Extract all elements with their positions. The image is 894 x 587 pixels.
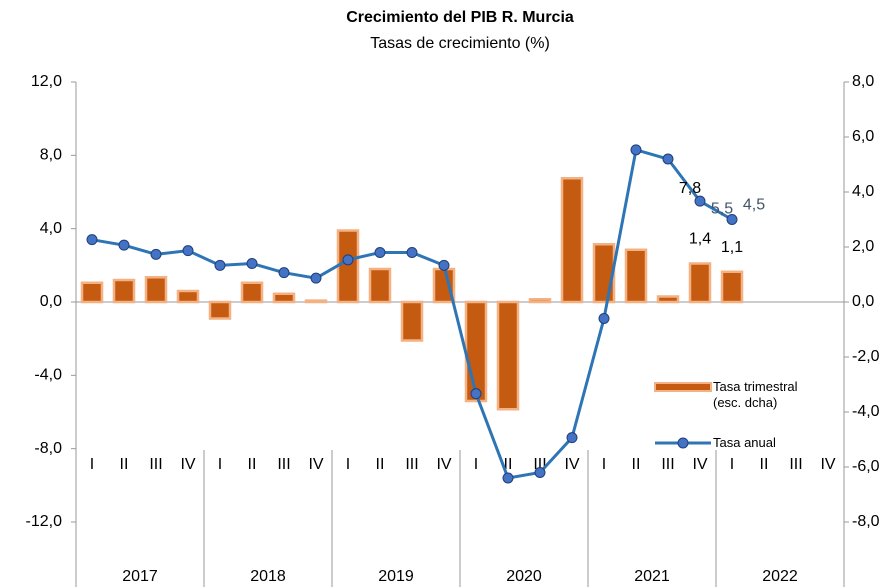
line-marker [662,153,674,165]
y-tick-label: 12,0 [31,73,62,90]
y2-tick-label: 0,0 [852,293,874,310]
bar [304,299,328,304]
line-marker [86,234,98,246]
x-tick-label: II [504,456,513,473]
line-marker [598,313,610,324]
x-tick-label: IV [308,456,323,473]
bar-value-label: 1,1 [721,239,743,256]
line-marker [118,239,130,251]
y2-tick-label: 2,0 [852,238,874,255]
line-marker [694,195,706,207]
bar [368,267,392,304]
x-tick-label: II [632,456,641,473]
x-tick-label: I [474,456,478,473]
y2-tick-label: -2,0 [852,348,880,365]
x-tick-label: I [90,456,94,473]
x-tick-label: III [789,456,802,473]
x-tick-label: III [277,456,290,473]
y2-tick-label: 6,0 [852,128,874,145]
y-tick-label: 0,0 [40,293,62,310]
bar [144,276,168,304]
x-tick-label: I [602,456,606,473]
year-label: 2018 [250,568,286,585]
y2-tick-label: -4,0 [852,403,880,420]
line-marker [150,248,162,260]
chart-title: Crecimiento del PIB R. Murcia [346,9,574,26]
bar [656,295,680,304]
year-label: 2021 [634,568,670,585]
bar [208,300,232,320]
x-tick-label: I [346,456,350,473]
x-tick-label: III [661,456,674,473]
line-marker [502,472,514,484]
line-marker [182,245,194,257]
line-marker [566,432,578,444]
line-marker [534,467,546,478]
bar [496,300,520,411]
line-marker [310,272,322,284]
line-marker [278,267,290,279]
x-tick-label: III [405,456,418,473]
line-marker [630,144,642,156]
x-tick-label: I [730,456,734,473]
y-tick-label: -4,0 [34,367,62,384]
bar [560,177,584,304]
chart-subtitle: Tasas de crecimiento (%) [370,35,550,52]
x-tick-label: II [376,456,385,473]
line-marker [726,214,738,225]
x-tick-label: IV [820,456,835,473]
bar [272,292,296,304]
line-marker [246,258,258,269]
legend-swatch [654,382,712,392]
line-marker [374,247,386,258]
bar [112,278,136,304]
bar [720,270,744,304]
year-label: 2017 [122,568,158,585]
x-tick-label: IV [180,456,195,473]
x-tick-label: II [120,456,129,473]
line-marker [438,259,450,271]
line-value-label: 4,5 [743,197,765,214]
x-tick-label: II [760,456,769,473]
y-tick-label: 4,0 [40,220,62,237]
line-marker [470,388,482,400]
year-label: 2019 [378,568,414,585]
bar [464,300,488,403]
x-tick-label: IV [692,456,707,473]
x-tick-label: IV [436,456,451,473]
line-marker [214,259,226,271]
year-label: 2022 [762,568,798,585]
y2-tick-label: -8,0 [852,513,880,530]
legend-label: Tasa anual [713,435,776,450]
bar [336,229,360,304]
bar [624,248,648,304]
bar [688,262,712,304]
legend-label: Tasa trimestral (esc. dcha) [713,379,798,410]
line-marker [342,254,354,266]
bar [80,281,104,304]
bar [240,281,264,304]
bar [592,243,616,304]
y2-tick-label: 4,0 [852,183,874,200]
y-tick-label: -8,0 [34,440,62,457]
x-tick-label: I [218,456,222,473]
bar-value-label: 1,4 [689,231,711,248]
y-tick-label: 8,0 [40,147,62,164]
y2-tick-label: 8,0 [852,73,874,90]
bar [400,300,424,342]
x-tick-label: IV [564,456,579,473]
year-label: 2020 [506,568,542,585]
x-tick-label: III [149,456,162,473]
y-tick-label: -12,0 [26,513,63,530]
line-value-label: 5,5 [711,200,733,217]
bar [528,298,552,304]
line-marker [406,247,418,258]
x-tick-label: II [248,456,257,473]
bar [176,289,200,304]
line-value-label: 7,8 [679,180,701,197]
y2-tick-label: -6,0 [852,458,880,475]
legend-marker [677,437,689,449]
